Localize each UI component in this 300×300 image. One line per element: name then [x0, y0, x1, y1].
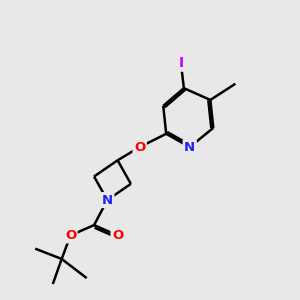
Text: O: O	[134, 141, 145, 154]
Text: N: N	[102, 194, 113, 207]
Text: O: O	[65, 229, 76, 242]
Text: O: O	[112, 229, 123, 242]
Text: N: N	[184, 141, 195, 154]
Text: I: I	[178, 56, 184, 70]
